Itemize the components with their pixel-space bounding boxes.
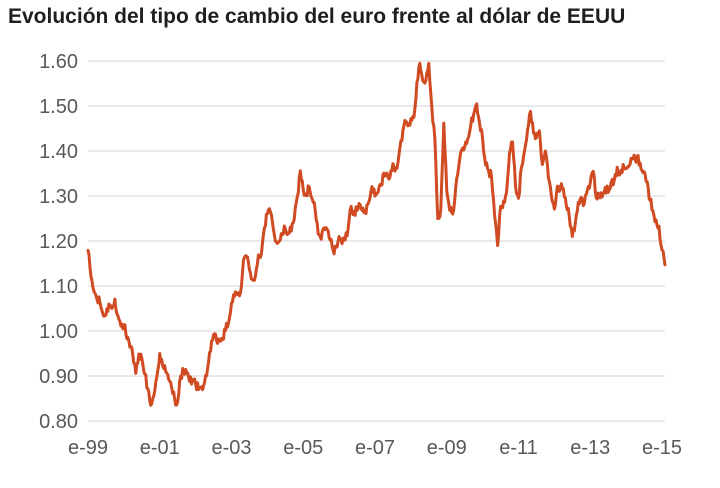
x-axis-tick-label: e-99 xyxy=(68,437,108,459)
x-axis-tick-label: e-05 xyxy=(283,437,323,459)
y-axis-tick-label: 1.30 xyxy=(39,186,78,208)
y-axis-tick-label: 1.60 xyxy=(39,51,78,73)
y-axis-tick-label: 1.50 xyxy=(39,96,78,118)
y-axis-tick-label: 0.90 xyxy=(39,366,78,388)
chart-title: Evolución del tipo de cambio del euro fr… xyxy=(8,5,626,28)
y-axis-tick-label: 1.00 xyxy=(39,321,78,343)
y-axis-tick-label: 0.80 xyxy=(39,411,78,433)
x-axis-tick-label: e-15 xyxy=(642,437,682,459)
eur-usd-rate-line xyxy=(86,61,667,407)
x-axis-tick-label: e-01 xyxy=(140,437,180,459)
x-axis-tick-label: e-07 xyxy=(355,437,395,459)
x-axis-tick-label: e-11 xyxy=(499,437,538,459)
x-axis-tick-label: e-13 xyxy=(570,437,610,459)
y-axis-tick-label: 1.10 xyxy=(39,276,78,298)
x-axis-tick-label: e-09 xyxy=(427,437,467,459)
y-axis-tick-label: 1.20 xyxy=(39,231,78,253)
y-axis-tick-label: 1.40 xyxy=(39,141,78,163)
x-axis-tick-label: e-03 xyxy=(211,437,251,459)
